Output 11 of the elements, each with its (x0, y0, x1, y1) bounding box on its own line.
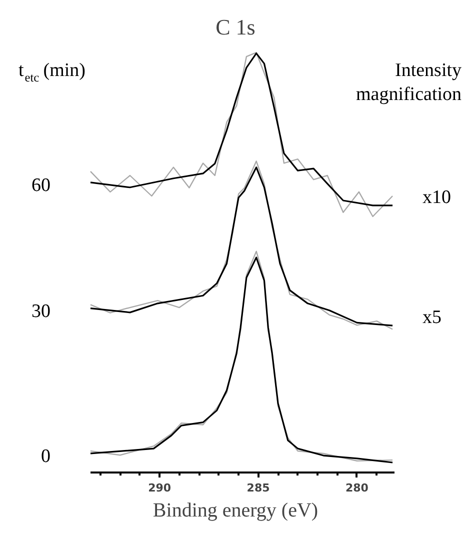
text: 30 (32, 300, 50, 322)
annotation: Intensity magnification (356, 60, 462, 105)
annotation: x5 (422, 307, 442, 328)
text: 0 (41, 446, 50, 467)
annotation: x10 (422, 186, 452, 208)
x-tick-label: 290 (148, 482, 172, 494)
x-axis-title: Binding energy (eV) (152, 500, 318, 522)
chart-title: C 1s (216, 14, 256, 40)
x-tick-label: 285 (246, 482, 270, 494)
x-tick-label: 280 (346, 482, 369, 494)
text: 60 (32, 174, 50, 196)
